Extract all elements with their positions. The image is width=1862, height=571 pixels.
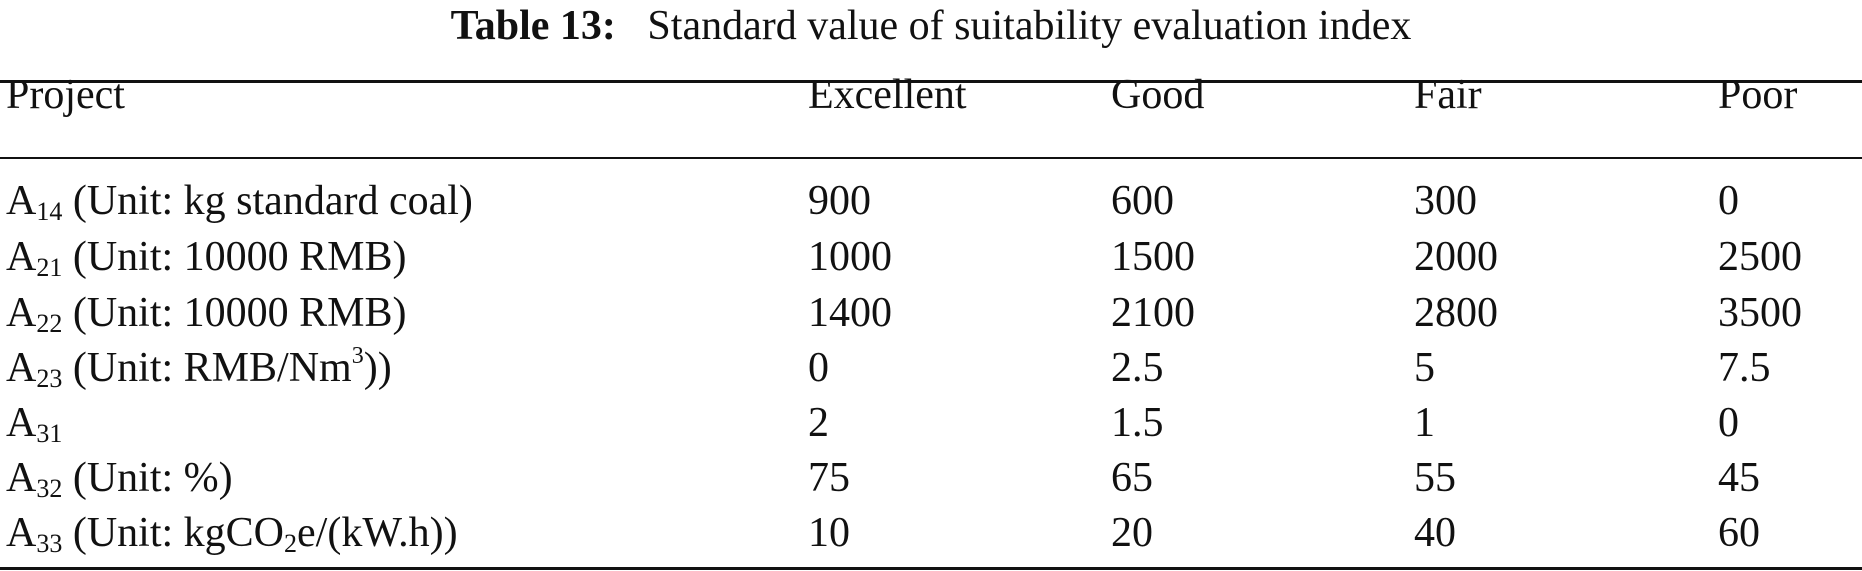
row-project-cell: A22 (Unit: 10000 RMB) <box>6 286 407 340</box>
header-fair: Fair <box>1414 72 1482 118</box>
value-excellent: 1000 <box>808 234 892 280</box>
value-poor: 7.5 <box>1718 345 1771 391</box>
value-fair: 2000 <box>1414 234 1498 280</box>
index-unit: (Unit: 10000 RMB) <box>62 234 407 280</box>
table-row: A23 (Unit: RMB/Nm3)) 0 2.5 5 7.5 <box>0 341 1862 395</box>
table-row: A33 (Unit: kgCO2e/(kW.h)) 10 20 40 60 <box>0 506 1862 560</box>
table-row: A21 (Unit: 10000 RMB) 1000 1500 2000 250… <box>0 230 1862 284</box>
value-excellent: 10 <box>808 510 850 556</box>
index-subscript: 23 <box>36 364 63 393</box>
table-row: A22 (Unit: 10000 RMB) 1400 2100 2800 350… <box>0 286 1862 340</box>
value-excellent: 1400 <box>808 290 892 336</box>
index-symbol: A <box>6 234 37 280</box>
index-subscript: 32 <box>36 474 63 503</box>
value-poor: 45 <box>1718 455 1760 501</box>
table-row: A14 (Unit: kg standard coal) 900 600 300… <box>0 174 1862 228</box>
header-poor: Poor <box>1718 72 1798 118</box>
value-fair: 1 <box>1414 400 1435 446</box>
value-excellent: 0 <box>808 345 829 391</box>
index-unit: (Unit: 10000 RMB) <box>62 290 407 336</box>
index-unit: (Unit: RMB/Nm <box>62 345 352 391</box>
table-header-rule <box>0 157 1862 159</box>
row-project-cell: A14 (Unit: kg standard coal) <box>6 174 473 228</box>
value-good: 600 <box>1111 178 1174 224</box>
index-subscript: 33 <box>36 529 63 558</box>
value-fair: 2800 <box>1414 290 1498 336</box>
index-unit-tail: e/(kW.h)) <box>297 510 458 556</box>
table-row: A31 2 1.5 1 0 <box>0 396 1862 450</box>
value-fair: 40 <box>1414 510 1456 556</box>
row-project-cell: A31 <box>6 396 62 450</box>
row-project-cell: A33 (Unit: kgCO2e/(kW.h)) <box>6 506 458 560</box>
index-symbol: A <box>6 290 37 336</box>
value-good: 65 <box>1111 455 1153 501</box>
table-caption-text: Standard value of suitability evaluation… <box>647 3 1412 49</box>
index-symbol: A <box>6 510 37 556</box>
value-good: 2.5 <box>1111 345 1164 391</box>
row-project-cell: A21 (Unit: 10000 RMB) <box>6 230 407 284</box>
header-project: Project <box>6 72 125 118</box>
value-good: 1500 <box>1111 234 1195 280</box>
index-symbol: A <box>6 400 37 446</box>
value-excellent: 900 <box>808 178 871 224</box>
value-good: 2100 <box>1111 290 1195 336</box>
value-excellent: 2 <box>808 400 829 446</box>
table-top-rule <box>0 80 1862 83</box>
index-unit-tail: )) <box>363 345 392 391</box>
value-poor: 0 <box>1718 178 1739 224</box>
table-bottom-rule <box>0 567 1862 570</box>
value-poor: 60 <box>1718 510 1760 556</box>
value-good: 1.5 <box>1111 400 1164 446</box>
index-subscript: 22 <box>36 309 63 338</box>
row-project-cell: A23 (Unit: RMB/Nm3)) <box>6 341 392 395</box>
index-symbol: A <box>6 455 37 501</box>
index-symbol: A <box>6 178 37 224</box>
index-subscript: 31 <box>36 419 63 448</box>
value-fair: 5 <box>1414 345 1435 391</box>
value-good: 20 <box>1111 510 1153 556</box>
value-poor: 3500 <box>1718 290 1802 336</box>
index-unit: (Unit: %) <box>62 455 233 501</box>
value-fair: 55 <box>1414 455 1456 501</box>
index-subscript: 21 <box>36 253 63 282</box>
value-poor: 0 <box>1718 400 1739 446</box>
value-poor: 2500 <box>1718 234 1802 280</box>
table-caption-label: Table 13: <box>450 3 616 49</box>
table-caption-gap <box>626 3 637 49</box>
value-fair: 300 <box>1414 178 1477 224</box>
value-excellent: 75 <box>808 455 850 501</box>
unit-inline-subscript: 2 <box>284 529 298 558</box>
index-unit: (Unit: kgCO <box>62 510 285 556</box>
index-symbol: A <box>6 345 37 391</box>
index-subscript: 14 <box>36 197 63 226</box>
unit-superscript: 3 <box>351 343 364 369</box>
header-excellent: Excellent <box>808 72 967 118</box>
row-project-cell: A32 (Unit: %) <box>6 451 233 505</box>
table-caption: Table 13: Standard value of suitability … <box>0 0 1862 52</box>
header-good: Good <box>1111 72 1205 118</box>
index-unit: (Unit: kg standard coal) <box>62 178 473 224</box>
table-row: A32 (Unit: %) 75 65 55 45 <box>0 451 1862 505</box>
table-header-row: Project Excellent Good Fair Poor <box>0 68 1862 122</box>
